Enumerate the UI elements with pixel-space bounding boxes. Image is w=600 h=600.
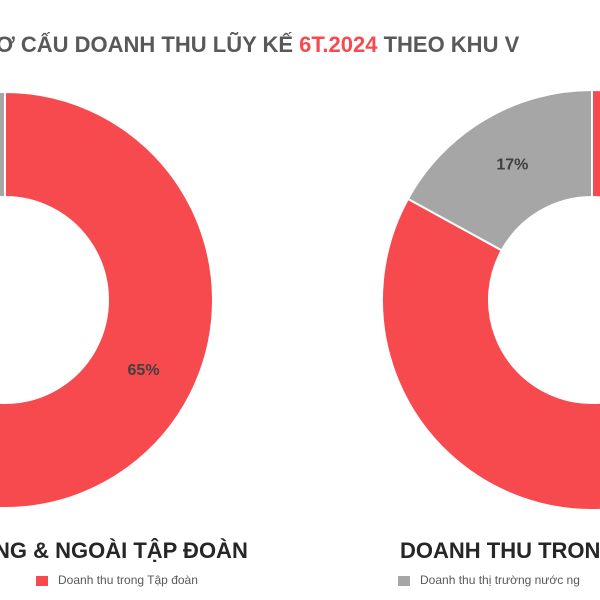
donut-slice bbox=[406, 88, 593, 252]
legend-label: Doanh thu thị trường nước ng bbox=[420, 573, 580, 587]
donut-slice bbox=[0, 90, 214, 509]
title-part: Ơ CẤU DOANH THU LŨY KẾ bbox=[0, 32, 299, 57]
data-label: 17% bbox=[496, 157, 528, 174]
legend-label: Doanh thu trong Tập đoàn bbox=[58, 573, 198, 587]
legend-swatch bbox=[398, 576, 410, 586]
data-label: 65% bbox=[128, 362, 160, 379]
donut-slice bbox=[0, 90, 6, 199]
title-highlight: 6T.2024 bbox=[299, 32, 378, 57]
slide-title: Ơ CẤU DOANH THU LŨY KẾ 6T.2024 THEO KHU … bbox=[0, 32, 520, 57]
donut-slice bbox=[381, 88, 600, 511]
chart-title: NG & NGOÀI TẬP ĐOÀN bbox=[0, 538, 248, 563]
chart-title: DOANH THU TRON bbox=[400, 538, 600, 563]
title-part: THEO KHU V bbox=[377, 32, 519, 57]
legend-swatch bbox=[36, 576, 48, 586]
